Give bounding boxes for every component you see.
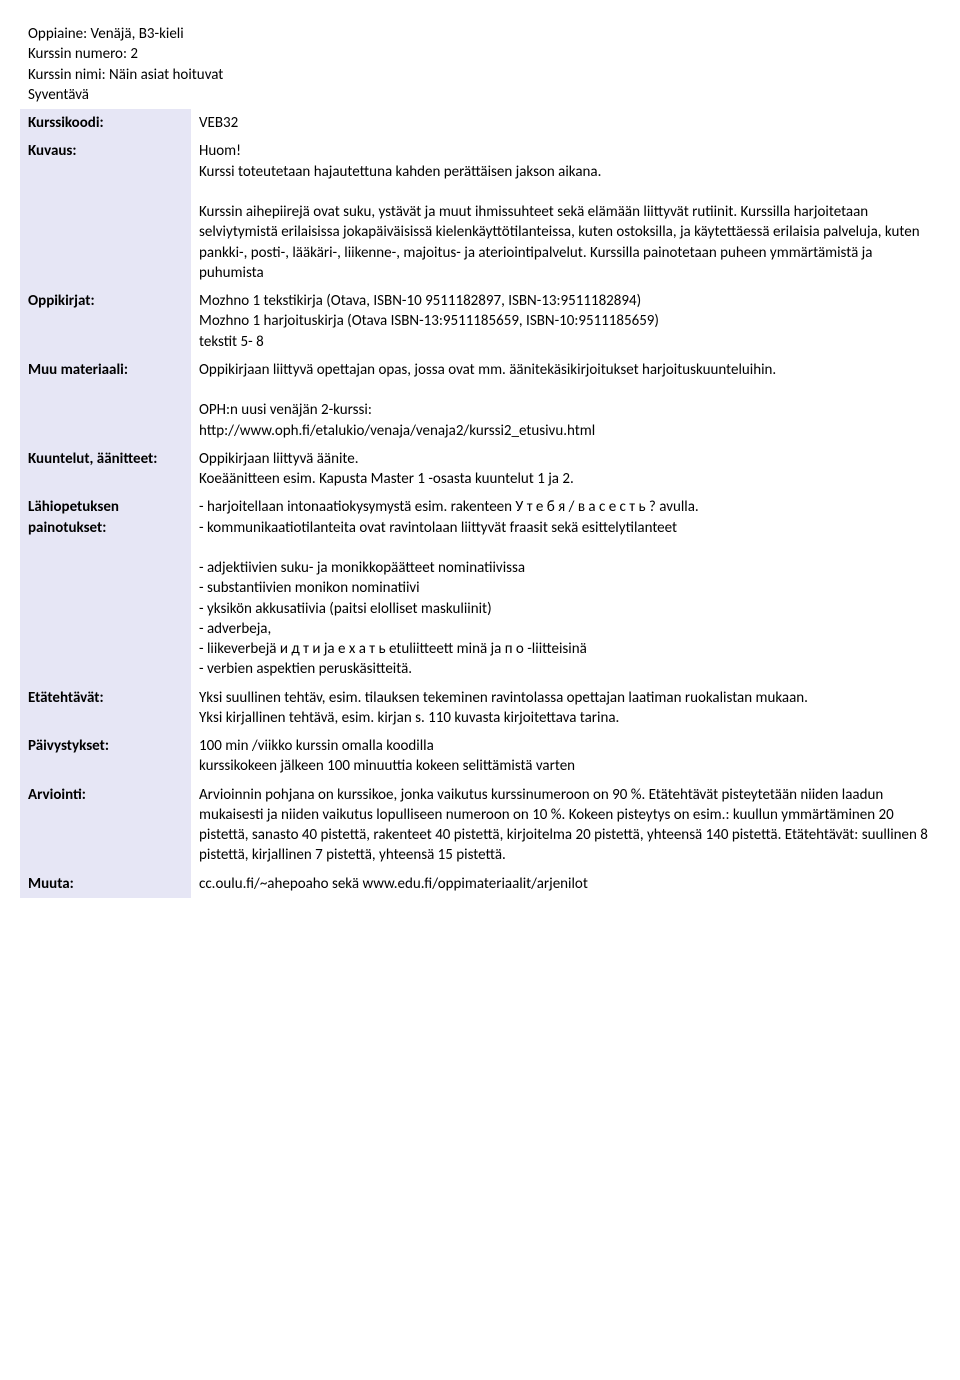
- kurssin-nimi-value: Näin asiat hoituvat: [106, 66, 224, 84]
- lahipetuksen-line2: - kommunikaatiotilanteita ovat ravintola…: [199, 519, 677, 537]
- lahipetuksen-value: - harjoitellaan intonaatiokysymystä esim…: [191, 493, 940, 683]
- kurssin-numero-label: Kurssin numero:: [28, 45, 127, 63]
- syventava-label: Syventävä: [28, 86, 89, 104]
- header-row: Oppiaine: Venäjä, B3-kieli Kurssin numer…: [20, 20, 940, 109]
- course-table: Oppiaine: Venäjä, B3-kieli Kurssin numer…: [20, 20, 940, 898]
- kuuntelut-label: Kuuntelut, äänitteet:: [20, 445, 191, 494]
- paivystykset-label: Päivystykset:: [20, 732, 191, 781]
- arviointi-row: Arviointi: Arvioinnin pohjana on kurssik…: [20, 781, 940, 870]
- oppikirjat-label: Oppikirjat:: [20, 287, 191, 356]
- kuvaus-huom: Huom!: [199, 142, 241, 160]
- lahipetuksen-line3: - adjektiivien suku- ja monikkopäätteet …: [199, 559, 525, 577]
- lahipetuksen-row: Lähiopetuksen painotukset: - harjoitella…: [20, 493, 940, 683]
- lahipetuksen-line8: - verbien aspektien peruskäsitteitä.: [199, 660, 412, 678]
- kuvaus-value: Huom! Kurssi toteutetaan hajautettuna ka…: [191, 137, 940, 287]
- kuvaus-row: Kuvaus: Huom! Kurssi toteutetaan hajaute…: [20, 137, 940, 287]
- muuta-value: cc.oulu.fi/~ahepoaho sekä www.edu.fi/opp…: [191, 870, 940, 898]
- lahipetuksen-line5: - yksikön akkusatiivia (paitsi elolliset…: [199, 600, 492, 618]
- oppikirjat-value: Mozhno 1 tekstikirja (Otava, ISBN-10 951…: [191, 287, 940, 356]
- oppikirjat-row: Oppikirjat: Mozhno 1 tekstikirja (Otava,…: [20, 287, 940, 356]
- muuta-row: Muuta: cc.oulu.fi/~ahepoaho sekä www.edu…: [20, 870, 940, 898]
- oppikirjat-line2: Mozhno 1 harjoituskirja (Otava ISBN-13:9…: [199, 312, 659, 330]
- arviointi-label: Arviointi:: [20, 781, 191, 870]
- lahipetuksen-line4: - substantiivien monikon nominatiivi: [199, 579, 420, 597]
- kuvaus-label: Kuvaus:: [20, 137, 191, 287]
- kurssikoodi-label: Kurssikoodi:: [20, 109, 191, 137]
- kuuntelut-value: Oppikirjaan liittyvä äänite. Koeäänittee…: [191, 445, 940, 494]
- arviointi-value: Arvioinnin pohjana on kurssikoe, jonka v…: [191, 781, 940, 870]
- etatehtavat-value: Yksi suullinen tehtäv, esim. tilauksen t…: [191, 684, 940, 733]
- kurssikoodi-row: Kurssikoodi: VEB32: [20, 109, 940, 137]
- paivystykset-line2: kurssikokeen jälkeen 100 minuuttia kokee…: [199, 757, 575, 775]
- oppikirjat-line1: Mozhno 1 tekstikirja (Otava, ISBN-10 951…: [199, 292, 641, 310]
- paivystykset-row: Päivystykset: 100 min /viikko kurssin om…: [20, 732, 940, 781]
- oppiaine-value: Venäjä, B3-kieli: [87, 25, 184, 43]
- etatehtavat-label: Etätehtävät:: [20, 684, 191, 733]
- kurssin-nimi-label: Kurssin nimi:: [28, 66, 106, 84]
- muuta-label: Muuta:: [20, 870, 191, 898]
- etatehtavat-line1: Yksi suullinen tehtäv, esim. tilauksen t…: [199, 689, 808, 707]
- etatehtavat-row: Etätehtävät: Yksi suullinen tehtäv, esim…: [20, 684, 940, 733]
- kuuntelut-row: Kuuntelut, äänitteet: Oppikirjaan liitty…: [20, 445, 940, 494]
- muu-materiaali-value: Oppikirjaan liittyvä opettajan opas, jos…: [191, 356, 940, 445]
- muu-materiaali-row: Muu materiaali: Oppikirjaan liittyvä ope…: [20, 356, 940, 445]
- muu-materiaali-line1: Oppikirjaan liittyvä opettajan opas, jos…: [199, 361, 776, 379]
- kuvaus-para2: Kurssin aihepiirejä ovat suku, ystävät j…: [199, 203, 920, 282]
- kuuntelut-line1: Oppikirjaan liittyvä äänite.: [199, 450, 359, 468]
- lahipetuksen-line7: - liikeverbejä и д т и ja е х а т ь etul…: [199, 640, 587, 658]
- lahipetuksen-line6: - adverbeja,: [199, 620, 271, 638]
- etatehtavat-line2: Yksi kirjallinen tehtävä, esim. kirjan s…: [199, 709, 619, 727]
- lahipetuksen-label: Lähiopetuksen painotukset:: [20, 493, 191, 683]
- header-cell: Oppiaine: Venäjä, B3-kieli Kurssin numer…: [20, 20, 940, 109]
- kurssin-numero-value: 2: [127, 45, 138, 63]
- paivystykset-line1: 100 min /viikko kurssin omalla koodilla: [199, 737, 434, 755]
- kuvaus-line1: Kurssi toteutetaan hajautettuna kahden p…: [199, 163, 601, 181]
- paivystykset-value: 100 min /viikko kurssin omalla koodilla …: [191, 732, 940, 781]
- muu-materiaali-label: Muu materiaali:: [20, 356, 191, 445]
- oppiaine-label: Oppiaine:: [28, 25, 87, 43]
- kuuntelut-line2: Koeäänitteen esim. Kapusta Master 1 -osa…: [199, 470, 574, 488]
- lahipetuksen-line1: - harjoitellaan intonaatiokysymystä esim…: [199, 498, 699, 516]
- muu-materiaali-line2: OPH:n uusi venäjän 2-kurssi:: [199, 401, 372, 419]
- muu-materiaali-line3: http://www.oph.fi/etalukio/venaja/venaja…: [199, 422, 595, 440]
- oppikirjat-line3: tekstit 5- 8: [199, 333, 264, 351]
- kurssikoodi-value: VEB32: [191, 109, 940, 137]
